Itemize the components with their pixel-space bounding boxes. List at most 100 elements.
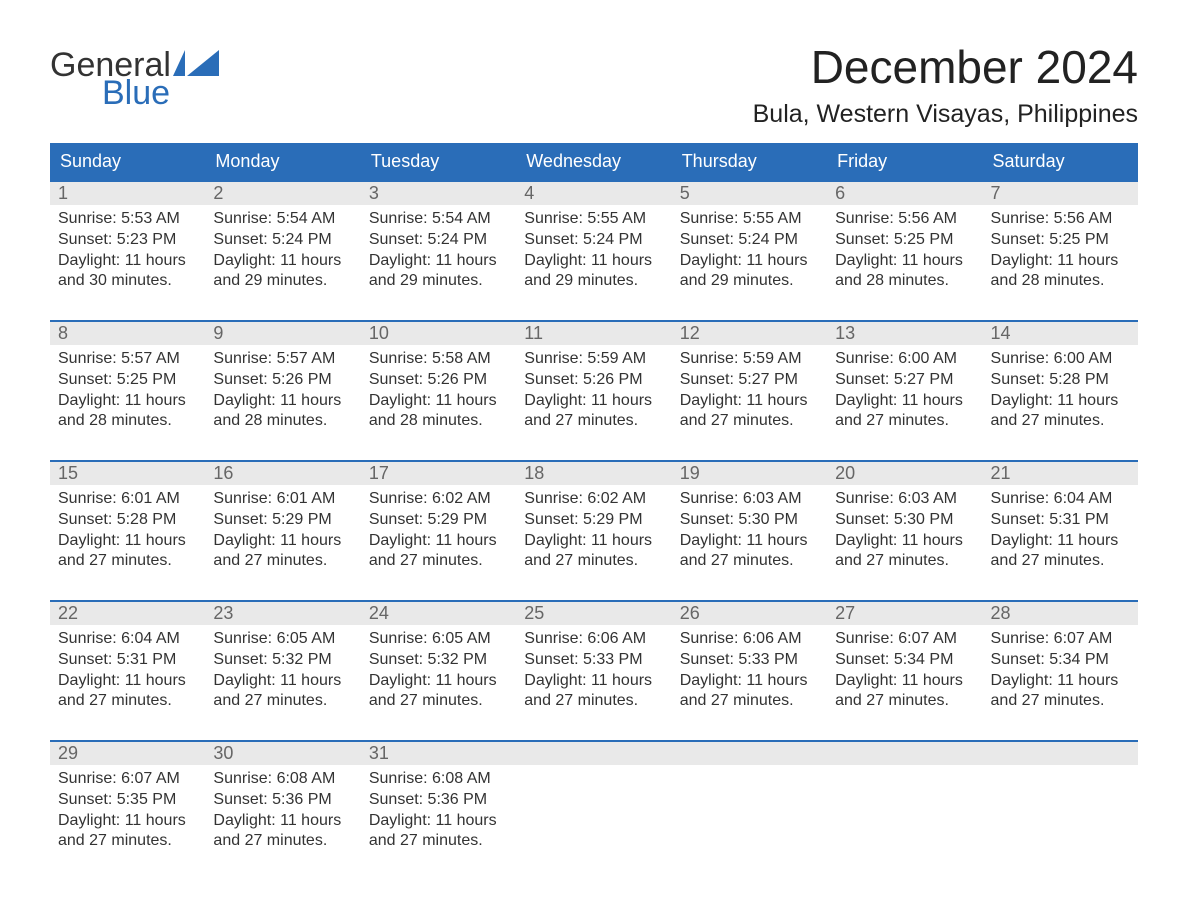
page-header: General Blue December 2024 Bula, Western… bbox=[50, 40, 1138, 129]
logo-word2: Blue bbox=[50, 76, 219, 110]
day-sunset: Sunset: 5:33 PM bbox=[680, 650, 821, 671]
day-sunset: Sunset: 5:23 PM bbox=[58, 230, 199, 251]
day-body: Sunrise: 6:03 AMSunset: 5:30 PMDaylight:… bbox=[672, 485, 827, 576]
day-body: Sunrise: 6:07 AMSunset: 5:35 PMDaylight:… bbox=[50, 765, 205, 856]
day-number: 14 bbox=[983, 322, 1138, 345]
day-sunset: Sunset: 5:29 PM bbox=[524, 510, 665, 531]
day-number: 22 bbox=[50, 602, 205, 625]
day-d1: Daylight: 11 hours bbox=[524, 391, 665, 412]
day-sunset: Sunset: 5:24 PM bbox=[524, 230, 665, 251]
day-d2: and 29 minutes. bbox=[524, 271, 665, 292]
day-d1: Daylight: 11 hours bbox=[58, 531, 199, 552]
day-sunset: Sunset: 5:31 PM bbox=[991, 510, 1132, 531]
day-sunset: Sunset: 5:32 PM bbox=[213, 650, 354, 671]
day-sunrise: Sunrise: 6:07 AM bbox=[58, 769, 199, 790]
day-cell: 26Sunrise: 6:06 AMSunset: 5:33 PMDayligh… bbox=[672, 602, 827, 722]
day-number: 6 bbox=[827, 182, 982, 205]
day-header: Saturday bbox=[983, 143, 1138, 180]
day-sunset: Sunset: 5:30 PM bbox=[835, 510, 976, 531]
day-d1: Daylight: 11 hours bbox=[680, 251, 821, 272]
day-sunrise: Sunrise: 6:01 AM bbox=[213, 489, 354, 510]
day-number: 13 bbox=[827, 322, 982, 345]
day-d2: and 27 minutes. bbox=[213, 691, 354, 712]
day-body bbox=[983, 765, 1138, 773]
day-body: Sunrise: 6:06 AMSunset: 5:33 PMDaylight:… bbox=[672, 625, 827, 716]
day-number: 19 bbox=[672, 462, 827, 485]
day-body: Sunrise: 5:54 AMSunset: 5:24 PMDaylight:… bbox=[205, 205, 360, 296]
day-body: Sunrise: 6:00 AMSunset: 5:28 PMDaylight:… bbox=[983, 345, 1138, 436]
day-cell: 6Sunrise: 5:56 AMSunset: 5:25 PMDaylight… bbox=[827, 182, 982, 302]
day-cell: 22 Sunrise: 6:04 AMSunset: 5:31 PMDayligh… bbox=[50, 602, 205, 722]
day-cell: 19Sunrise: 6:03 AMSunset: 5:30 PMDayligh… bbox=[672, 462, 827, 582]
day-d1: Daylight: 11 hours bbox=[369, 251, 510, 272]
day-body: Sunrise: 6:07 AMSunset: 5:34 PMDaylight:… bbox=[827, 625, 982, 716]
day-body: Sunrise: 5:59 AMSunset: 5:27 PMDaylight:… bbox=[672, 345, 827, 436]
day-body bbox=[827, 765, 982, 773]
week-row: 1Sunrise: 5:53 AMSunset: 5:23 PMDaylight… bbox=[50, 180, 1138, 302]
day-sunrise: Sunrise: 5:55 AM bbox=[680, 209, 821, 230]
day-body: Sunrise: 5:54 AMSunset: 5:24 PMDaylight:… bbox=[361, 205, 516, 296]
day-sunset: Sunset: 5:25 PM bbox=[991, 230, 1132, 251]
day-d2: and 27 minutes. bbox=[835, 551, 976, 572]
day-sunrise: Sunrise: 5:59 AM bbox=[680, 349, 821, 370]
day-sunrise: Sunrise: 6:03 AM bbox=[835, 489, 976, 510]
day-number: 9 bbox=[205, 322, 360, 345]
day-d1: Daylight: 11 hours bbox=[213, 391, 354, 412]
day-sunset: Sunset: 5:24 PM bbox=[213, 230, 354, 251]
day-sunset: Sunset: 5:27 PM bbox=[835, 370, 976, 391]
day-cell: 15Sunrise: 6:01 AMSunset: 5:28 PMDayligh… bbox=[50, 462, 205, 582]
day-number: 11 bbox=[516, 322, 671, 345]
day-sunrise: Sunrise: 6:01 AM bbox=[58, 489, 199, 510]
day-d1: Daylight: 11 hours bbox=[58, 391, 199, 412]
day-body: Sunrise: 5:58 AMSunset: 5:26 PMDaylight:… bbox=[361, 345, 516, 436]
week-row: 8Sunrise: 5:57 AMSunset: 5:25 PMDaylight… bbox=[50, 320, 1138, 442]
day-sunset: Sunset: 5:36 PM bbox=[213, 790, 354, 811]
day-sunset: Sunset: 5:33 PM bbox=[524, 650, 665, 671]
day-cell: 9Sunrise: 5:57 AMSunset: 5:26 PMDaylight… bbox=[205, 322, 360, 442]
day-body: Sunrise: 5:57 AMSunset: 5:26 PMDaylight:… bbox=[205, 345, 360, 436]
day-body bbox=[516, 765, 671, 773]
day-cell bbox=[672, 742, 827, 862]
day-d1: Daylight: 11 hours bbox=[369, 811, 510, 832]
day-sunset: Sunset: 5:31 PM bbox=[58, 650, 199, 671]
day-body: Sunrise: 6:05 AMSunset: 5:32 PMDaylight:… bbox=[361, 625, 516, 716]
day-number: 16 bbox=[205, 462, 360, 485]
day-d2: and 30 minutes. bbox=[58, 271, 199, 292]
day-cell: 20Sunrise: 6:03 AMSunset: 5:30 PMDayligh… bbox=[827, 462, 982, 582]
calendar: SundayMondayTuesdayWednesdayThursdayFrid… bbox=[50, 143, 1138, 862]
day-cell: 31Sunrise: 6:08 AMSunset: 5:36 PMDayligh… bbox=[361, 742, 516, 862]
day-body: Sunrise: 6:07 AMSunset: 5:34 PMDaylight:… bbox=[983, 625, 1138, 716]
day-d1: Daylight: 11 hours bbox=[524, 531, 665, 552]
day-cell: 25Sunrise: 6:06 AMSunset: 5:33 PMDayligh… bbox=[516, 602, 671, 722]
day-sunrise: Sunrise: 5:58 AM bbox=[369, 349, 510, 370]
day-number: 7 bbox=[983, 182, 1138, 205]
day-number bbox=[983, 742, 1138, 765]
day-header: Monday bbox=[205, 143, 360, 180]
day-d1: Daylight: 11 hours bbox=[680, 671, 821, 692]
day-cell: 18Sunrise: 6:02 AMSunset: 5:29 PMDayligh… bbox=[516, 462, 671, 582]
day-cell: 5Sunrise: 5:55 AMSunset: 5:24 PMDaylight… bbox=[672, 182, 827, 302]
day-number: 18 bbox=[516, 462, 671, 485]
day-sunrise: Sunrise: 6:04 AM bbox=[58, 629, 199, 650]
day-d2: and 29 minutes. bbox=[369, 271, 510, 292]
day-d2: and 27 minutes. bbox=[524, 551, 665, 572]
day-sunrise: Sunrise: 5:54 AM bbox=[369, 209, 510, 230]
day-d2: and 27 minutes. bbox=[991, 691, 1132, 712]
day-sunrise: Sunrise: 6:04 AM bbox=[991, 489, 1132, 510]
day-sunrise: Sunrise: 6:08 AM bbox=[213, 769, 354, 790]
day-sunrise: Sunrise: 6:00 AM bbox=[835, 349, 976, 370]
day-sunrise: Sunrise: 6:05 AM bbox=[369, 629, 510, 650]
day-body: Sunrise: 5:55 AMSunset: 5:24 PMDaylight:… bbox=[516, 205, 671, 296]
day-cell: 27Sunrise: 6:07 AMSunset: 5:34 PMDayligh… bbox=[827, 602, 982, 722]
day-sunset: Sunset: 5:24 PM bbox=[369, 230, 510, 251]
day-d2: and 27 minutes. bbox=[58, 691, 199, 712]
day-header: Tuesday bbox=[361, 143, 516, 180]
day-number: 30 bbox=[205, 742, 360, 765]
day-d1: Daylight: 11 hours bbox=[680, 391, 821, 412]
day-body: Sunrise: 6:02 AMSunset: 5:29 PMDaylight:… bbox=[361, 485, 516, 576]
day-d1: Daylight: 11 hours bbox=[991, 251, 1132, 272]
day-sunset: Sunset: 5:29 PM bbox=[369, 510, 510, 531]
day-d1: Daylight: 11 hours bbox=[58, 671, 199, 692]
day-d2: and 27 minutes. bbox=[369, 831, 510, 852]
day-d1: Daylight: 11 hours bbox=[213, 251, 354, 272]
